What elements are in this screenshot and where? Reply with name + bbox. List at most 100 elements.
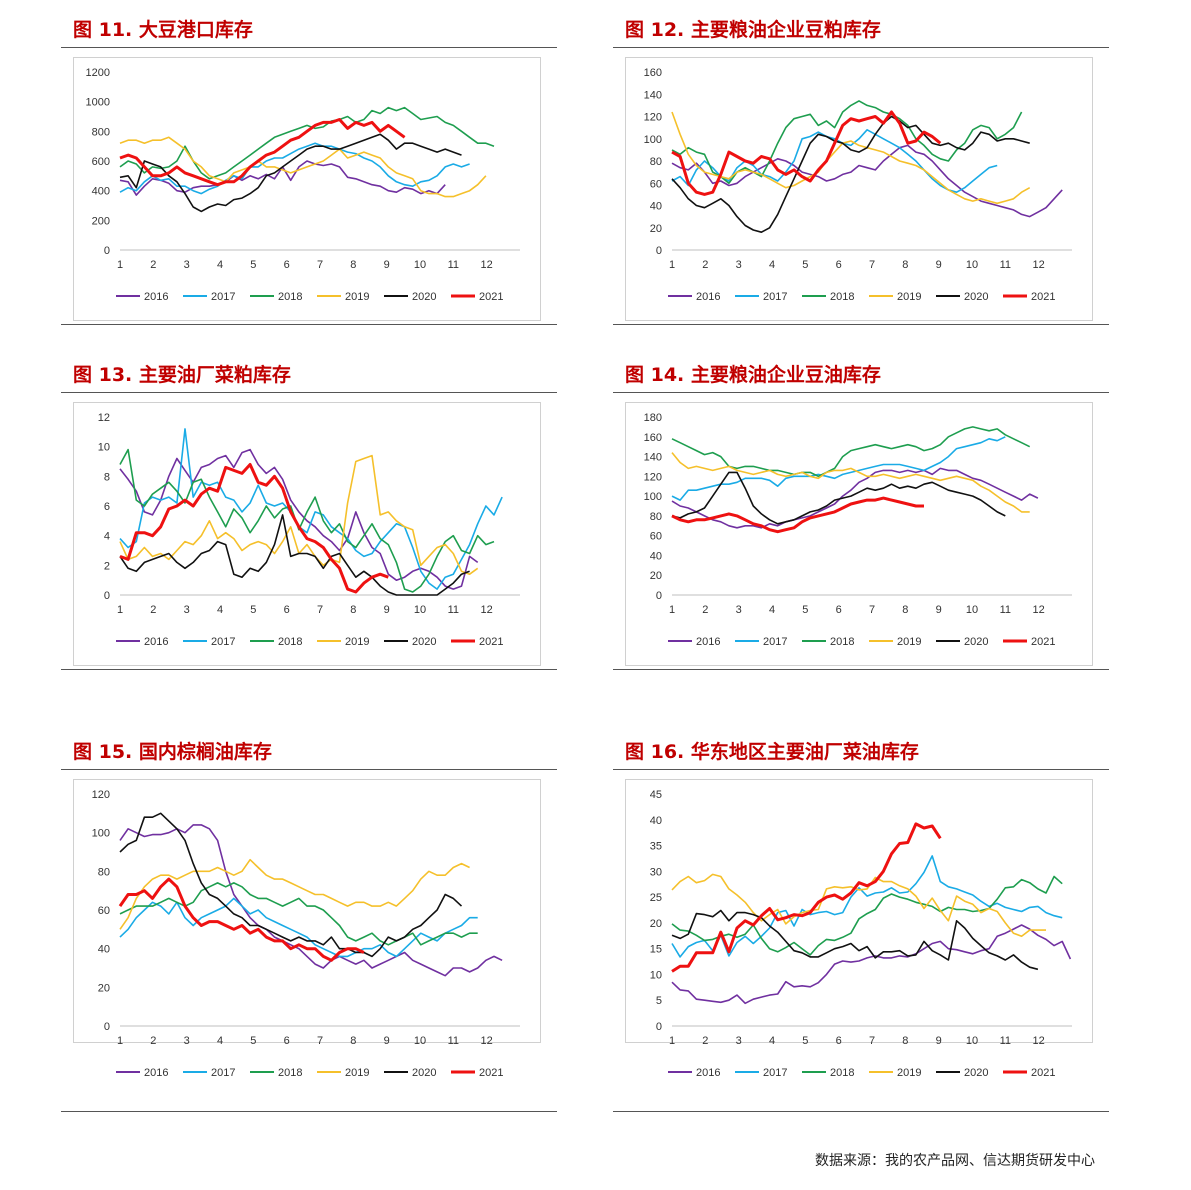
y-tick-label: 1200 bbox=[86, 67, 110, 79]
series-line-2021 bbox=[671, 110, 942, 196]
x-tick-label: 11 bbox=[1000, 1035, 1011, 1047]
legend-label-2018: 2018 bbox=[278, 636, 302, 648]
y-tick-label: 0 bbox=[656, 245, 662, 257]
legend-label-2016: 2016 bbox=[696, 291, 720, 303]
y-tick-label: 0 bbox=[104, 1021, 110, 1033]
series-line-2017 bbox=[671, 436, 1006, 501]
y-tick-label: 140 bbox=[644, 452, 662, 464]
title-divider bbox=[613, 47, 1109, 48]
y-tick-label: 80 bbox=[650, 511, 662, 523]
y-tick-label: 20 bbox=[98, 982, 110, 994]
x-tick-label: 11 bbox=[448, 1035, 459, 1047]
series-line-2019 bbox=[119, 858, 470, 930]
y-tick-label: 10 bbox=[650, 969, 662, 981]
legend-label-2016: 2016 bbox=[144, 1067, 168, 1079]
x-tick-label: 8 bbox=[902, 1035, 908, 1047]
legend-label-2020: 2020 bbox=[964, 636, 988, 648]
bottom-divider bbox=[61, 669, 557, 670]
series-line-2018 bbox=[119, 106, 495, 180]
series-line-2020 bbox=[119, 514, 470, 596]
chart-panel-15: 图 15. 国内棕榈油库存 0 20 40 60 80 100 120 1 2 3 4 5 6 7 8 9 10… bbox=[61, 737, 557, 1112]
bottom-divider bbox=[613, 669, 1109, 670]
x-tick-label: 2 bbox=[702, 259, 708, 271]
y-tick-label: 10 bbox=[98, 442, 110, 454]
y-tick-label: 160 bbox=[644, 67, 662, 79]
legend-label-2020: 2020 bbox=[964, 291, 988, 303]
legend-label-2019: 2019 bbox=[345, 636, 369, 648]
legend-label-2019: 2019 bbox=[897, 291, 921, 303]
x-tick-label: 1 bbox=[669, 1035, 675, 1047]
x-tick-label: 3 bbox=[184, 604, 190, 616]
y-tick-label: 180 bbox=[644, 412, 662, 424]
x-tick-label: 3 bbox=[736, 604, 742, 616]
legend-label-2020: 2020 bbox=[412, 636, 436, 648]
y-tick-label: 120 bbox=[644, 471, 662, 483]
y-tick-label: 0 bbox=[104, 590, 110, 602]
chart-area: 0 200 400 600 800 1000 1200 1 2 3 4 5 6 7 8 9 10 11 12 2016… bbox=[73, 57, 541, 321]
chart-panel-14: 图 14. 主要粮油企业豆油库存 0 20 40 60 80 100 120 140 160 18… bbox=[613, 360, 1109, 670]
legend-label-2021: 2021 bbox=[479, 636, 503, 648]
y-tick-label: 2 bbox=[104, 560, 110, 572]
series-line-2018 bbox=[119, 448, 495, 593]
y-tick-label: 80 bbox=[650, 156, 662, 168]
y-tick-label: 8 bbox=[104, 471, 110, 483]
series-line-2017 bbox=[119, 897, 478, 958]
series-line-2019 bbox=[671, 873, 1046, 938]
series-line-2021 bbox=[118, 877, 365, 962]
legend-label-2017: 2017 bbox=[211, 1067, 235, 1079]
x-tick-label: 7 bbox=[317, 604, 323, 616]
x-tick-label: 10 bbox=[966, 259, 978, 271]
x-tick-label: 7 bbox=[317, 1035, 323, 1047]
chart-title: 图 12. 主要粮油企业豆粕库存 bbox=[625, 19, 881, 41]
series-line-2019 bbox=[671, 452, 1030, 513]
chart-area: 0 20 40 60 80 100 120 140 160 180 1 2 3 4 5 6 7 8 9 10 11 12 2… bbox=[625, 402, 1093, 666]
y-tick-label: 120 bbox=[92, 789, 110, 801]
y-tick-label: 30 bbox=[650, 866, 662, 878]
x-tick-label: 4 bbox=[769, 259, 775, 271]
y-tick-label: 80 bbox=[98, 866, 110, 878]
y-tick-label: 20 bbox=[650, 918, 662, 930]
y-tick-label: 1000 bbox=[86, 97, 110, 109]
legend-label-2018: 2018 bbox=[830, 291, 854, 303]
x-tick-label: 7 bbox=[869, 604, 875, 616]
chart-area: 0 20 40 60 80 100 120 1 2 3 4 5 6 7 8 9 10 11 12 2016 2017 20… bbox=[73, 779, 541, 1079]
y-tick-label: 800 bbox=[92, 126, 110, 138]
x-tick-label: 5 bbox=[250, 259, 256, 271]
chart-area: 0 5 10 15 20 25 30 35 40 45 1 2 3 4 5 6 7 8 9 10 11 12 2016 201… bbox=[625, 779, 1093, 1079]
legend-label-2016: 2016 bbox=[696, 636, 720, 648]
y-tick-label: 160 bbox=[644, 432, 662, 444]
y-tick-label: 20 bbox=[650, 223, 662, 235]
y-tick-label: 0 bbox=[104, 245, 110, 257]
legend-label-2016: 2016 bbox=[144, 291, 168, 303]
series-line-2017 bbox=[671, 855, 1063, 958]
y-tick-label: 25 bbox=[650, 892, 662, 904]
y-tick-label: 140 bbox=[644, 89, 662, 101]
series-line-2020 bbox=[671, 909, 1039, 971]
chart-title: 图 15. 国内棕榈油库存 bbox=[73, 741, 272, 763]
x-tick-label: 6 bbox=[284, 1035, 290, 1047]
y-tick-label: 60 bbox=[650, 178, 662, 190]
x-tick-label: 8 bbox=[902, 259, 908, 271]
x-tick-label: 1 bbox=[117, 259, 123, 271]
legend-label-2021: 2021 bbox=[1031, 291, 1055, 303]
x-tick-label: 7 bbox=[869, 1035, 875, 1047]
x-tick-label: 11 bbox=[448, 604, 459, 616]
x-tick-label: 4 bbox=[217, 604, 223, 616]
x-tick-label: 6 bbox=[836, 259, 842, 271]
x-tick-label: 10 bbox=[414, 259, 426, 271]
y-tick-label: 5 bbox=[656, 995, 662, 1007]
title-divider bbox=[61, 47, 557, 48]
y-tick-label: 0 bbox=[656, 1021, 662, 1033]
series-line-2016 bbox=[671, 144, 1063, 218]
x-tick-label: 2 bbox=[150, 259, 156, 271]
y-tick-label: 40 bbox=[650, 815, 662, 827]
x-tick-label: 10 bbox=[966, 604, 978, 616]
x-tick-label: 11 bbox=[1000, 259, 1011, 271]
y-tick-label: 200 bbox=[92, 215, 110, 227]
series-line-2017 bbox=[119, 428, 503, 590]
x-tick-label: 4 bbox=[217, 1035, 223, 1047]
legend-label-2016: 2016 bbox=[696, 1067, 720, 1079]
x-tick-label: 4 bbox=[769, 604, 775, 616]
